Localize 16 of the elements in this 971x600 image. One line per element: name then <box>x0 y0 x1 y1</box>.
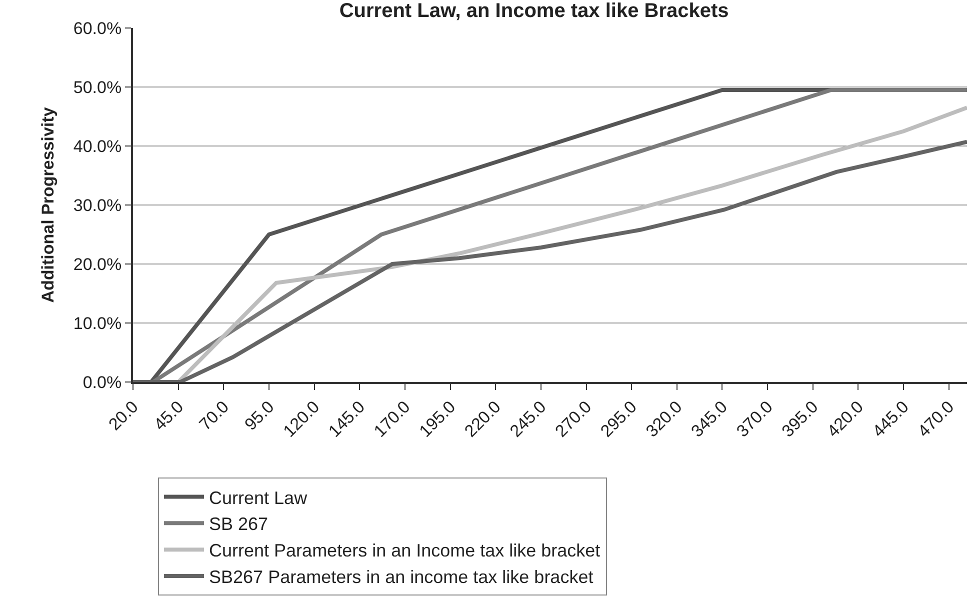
y-tick-label: 20.0% <box>73 254 122 274</box>
y-tick-label: 50.0% <box>73 78 122 97</box>
y-tick-label: 0.0% <box>82 372 122 392</box>
legend-label: SB267 Parameters in an income tax like bracket <box>209 567 594 587</box>
y-tick-label: 60.0% <box>73 18 122 38</box>
x-tick-label: 70.0 <box>196 397 232 434</box>
chart-title: Current Law, an Income tax like Brackets <box>339 0 729 22</box>
y-tick-label: 10.0% <box>73 314 122 333</box>
legend-label: Current Law <box>209 488 308 508</box>
y-tick-label: 30.0% <box>73 196 122 215</box>
legend-label: Current Parameters in an Income tax like bracket <box>209 540 600 561</box>
y-tick-label: 40.0% <box>73 136 122 156</box>
x-tick-label: 95.0 <box>240 397 278 434</box>
x-tick-label: 45.0 <box>150 397 188 434</box>
legend-label: SB 267 <box>209 514 268 534</box>
y-axis-title: Additional Progressivity <box>38 106 58 303</box>
